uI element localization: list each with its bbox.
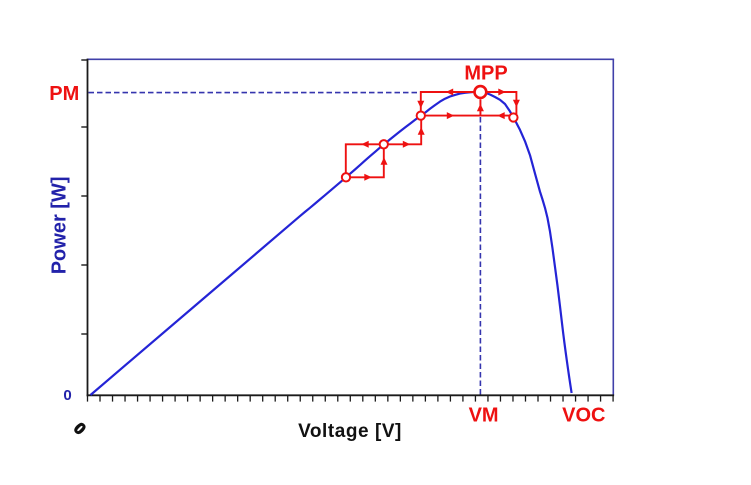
svg-text:PM: PM xyxy=(49,83,79,105)
svg-text:0: 0 xyxy=(63,387,71,404)
svg-text:MPP: MPP xyxy=(464,63,507,85)
svg-text:VM: VM xyxy=(469,404,499,426)
svg-text:Voltage [V]: Voltage [V] xyxy=(298,421,402,442)
svg-text:VOC: VOC xyxy=(562,405,605,427)
svg-text:Power [W]: Power [W] xyxy=(48,177,70,275)
